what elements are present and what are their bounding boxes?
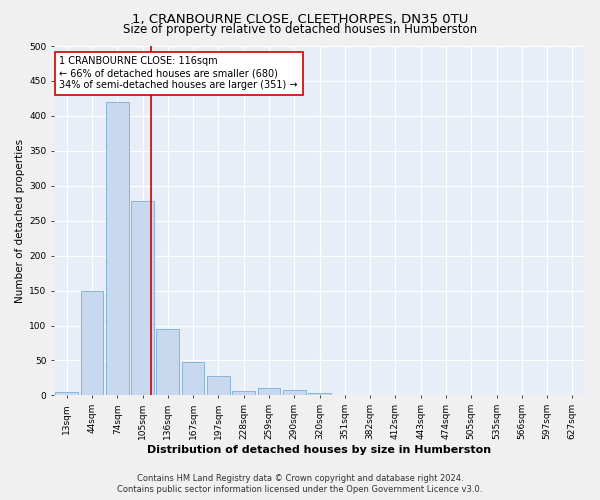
Text: 1 CRANBOURNE CLOSE: 116sqm
← 66% of detached houses are smaller (680)
34% of sem: 1 CRANBOURNE CLOSE: 116sqm ← 66% of deta…	[59, 56, 298, 90]
X-axis label: Distribution of detached houses by size in Humberston: Distribution of detached houses by size …	[148, 445, 491, 455]
Bar	[257, 388, 280, 396]
Text: Contains HM Land Registry data © Crown copyright and database right 2024.
Contai: Contains HM Land Registry data © Crown c…	[118, 474, 482, 494]
Bar	[106, 102, 128, 396]
Bar	[157, 329, 179, 396]
Text: Size of property relative to detached houses in Humberston: Size of property relative to detached ho…	[123, 22, 477, 36]
Bar	[131, 201, 154, 396]
Bar	[55, 392, 78, 396]
Bar	[80, 290, 103, 396]
Y-axis label: Number of detached properties: Number of detached properties	[15, 138, 25, 303]
Bar	[283, 390, 305, 396]
Bar	[207, 376, 230, 396]
Bar	[308, 394, 331, 396]
Bar	[182, 362, 205, 396]
Bar	[232, 391, 255, 396]
Text: 1, CRANBOURNE CLOSE, CLEETHORPES, DN35 0TU: 1, CRANBOURNE CLOSE, CLEETHORPES, DN35 0…	[132, 12, 468, 26]
